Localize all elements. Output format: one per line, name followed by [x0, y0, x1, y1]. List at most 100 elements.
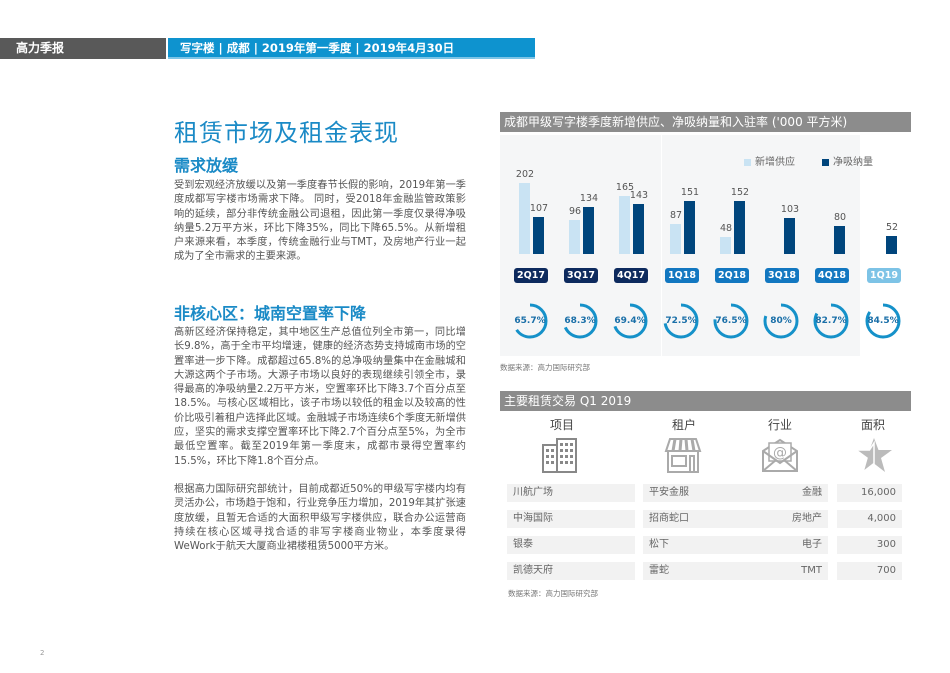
deals-title: 主要租赁交易 Q1 2019	[500, 391, 911, 411]
cell-area: 300	[837, 536, 902, 554]
occupancy-ring: 82.7%	[812, 302, 850, 340]
bar-absorption	[834, 226, 845, 254]
cell-project: 凯德天府	[507, 562, 635, 580]
bar-absorption	[784, 217, 795, 254]
email-icon: @	[761, 437, 799, 477]
cell-tenant: 雷蛇	[649, 565, 669, 576]
bar-supply	[720, 237, 731, 254]
breadcrumb: 写字楼 | 成都 | 2019年第一季度 | 2019年4月30日	[168, 38, 535, 59]
cell-tenant-industry: 松下 电子	[643, 536, 828, 554]
value-label-supply: 96	[568, 206, 582, 218]
legend-label-supply: 新增供应	[755, 157, 795, 168]
svg-text:@: @	[773, 445, 787, 461]
legend-label-absorption: 净吸纳量	[833, 157, 873, 168]
deals-source: 数据来源：高力国际研究部	[508, 589, 598, 598]
progress-ring-icon	[763, 303, 799, 339]
occupancy-ring: 65.7%	[511, 302, 549, 340]
occupancy-ring: 68.3%	[561, 302, 599, 340]
progress-ring-icon	[865, 303, 901, 339]
quarter-label: 3Q18	[765, 268, 799, 283]
occupancy-label: 80%	[770, 316, 792, 326]
year-divider	[661, 135, 662, 356]
quarter-label: 3Q17	[564, 268, 598, 283]
paragraph-demand: 受到宏观经济放缓以及第一季度春节长假的影响，2019年第一季度成都写字楼市场需求…	[174, 180, 466, 263]
occupancy-ring: 84.5%	[864, 302, 902, 340]
occupancy-label: 82.7%	[815, 316, 847, 326]
column-header-tenant: 租户	[671, 418, 696, 432]
page-title: 租赁市场及租金表现	[174, 119, 399, 147]
cell-tenant: 招商蛇口	[649, 513, 689, 524]
section-heading-noncore: 非核心区：城南空置率下降	[174, 304, 367, 323]
bar-supply	[569, 220, 580, 254]
chart-title: 成都甲级写字楼季度新增供应、净吸纳量和入驻率 ('000 平方米)	[500, 112, 911, 132]
value-label-absorption: 143	[629, 189, 649, 201]
quarter-label: 4Q17	[614, 268, 648, 283]
progress-ring-icon	[713, 303, 749, 339]
legend-swatch-absorption	[822, 158, 829, 166]
quarter-label: 2Q18	[715, 268, 749, 283]
column-header-project: 项目	[549, 418, 574, 432]
cell-industry: 电子	[802, 539, 822, 550]
occupancy-label: 72.5%	[665, 316, 697, 326]
legend-absorption: 净吸纳量	[822, 153, 873, 168]
cell-project: 银泰	[507, 536, 635, 554]
value-label-supply: 87	[669, 209, 683, 221]
occupancy-label: 84.5%	[867, 316, 899, 326]
quarter-label: 2Q17	[514, 268, 548, 283]
cell-industry: 房地产	[792, 513, 822, 524]
value-label-absorption: 152	[730, 186, 750, 198]
chart-column-3q17: 96 134 3Q17 68.3%	[557, 160, 607, 339]
chart-source: 数据来源：高力国际研究部	[500, 363, 590, 372]
bar-absorption	[886, 235, 897, 254]
occupancy-ring: 76.5%	[712, 302, 750, 340]
bar-absorption	[734, 200, 745, 254]
building-icon	[542, 437, 578, 477]
value-label-absorption: 52	[885, 221, 899, 233]
progress-ring-icon	[562, 303, 598, 339]
cell-tenant-industry: 招商蛇口 房地产	[643, 510, 828, 528]
chart-column-4q18: 80 4Q18 82.7%	[808, 160, 858, 339]
value-label-supply: 202	[515, 169, 535, 181]
cell-area: 16,000	[837, 484, 902, 502]
bar-supply	[619, 196, 630, 254]
occupancy-ring: 69.4%	[611, 302, 649, 340]
quarter-label: 1Q18	[665, 268, 699, 283]
chart-column-3q18: 103 3Q18 80%	[758, 160, 808, 339]
quarter-label: 4Q18	[815, 268, 849, 283]
bar-absorption	[633, 203, 644, 254]
occupancy-label: 65.7%	[514, 316, 546, 326]
report-brand: 高力季报	[0, 38, 166, 59]
progress-ring-icon	[813, 303, 849, 339]
value-label-absorption: 151	[680, 187, 700, 199]
paragraph-coworking: 根据高力国际研究部统计，目前成都近50%的甲级写字楼内均有灵活办公，市场趋于饱和…	[174, 484, 466, 553]
occupancy-label: 76.5%	[715, 316, 747, 326]
cell-tenant-industry: 平安金服 金融	[643, 484, 828, 502]
occupancy-ring: 80%	[762, 302, 800, 340]
bar-absorption	[583, 207, 594, 254]
star-icon	[853, 437, 893, 477]
occupancy-label: 69.4%	[614, 316, 646, 326]
cell-industry: 金融	[802, 487, 822, 498]
cell-tenant: 松下	[649, 539, 669, 550]
page-number: 2	[40, 649, 45, 657]
occupancy-ring: 72.5%	[662, 302, 700, 340]
value-label-supply: 48	[719, 223, 733, 235]
bar-absorption	[684, 201, 695, 254]
cell-tenant: 平安金服	[649, 487, 689, 498]
legend-supply: 新增供应	[744, 153, 795, 168]
legend-swatch-supply	[744, 158, 751, 166]
bar-absorption	[533, 216, 544, 254]
column-header-area: 面积	[860, 418, 885, 432]
quarter-label: 1Q19	[867, 268, 901, 283]
cell-area: 700	[837, 562, 902, 580]
bar-supply	[670, 223, 681, 254]
cell-industry: TMT	[801, 565, 822, 576]
cell-project: 中海国际	[507, 510, 635, 528]
storefront-icon	[664, 437, 702, 477]
chart-column-2q17: 202 107 2Q17 65.7%	[507, 160, 557, 339]
value-label-absorption: 103	[780, 203, 800, 215]
value-label-absorption: 107	[529, 202, 549, 214]
cell-project: 川航广场	[507, 484, 635, 502]
value-label-absorption: 80	[833, 212, 847, 223]
chart-column-1q18: 87 151 1Q18 72.5%	[658, 160, 708, 339]
